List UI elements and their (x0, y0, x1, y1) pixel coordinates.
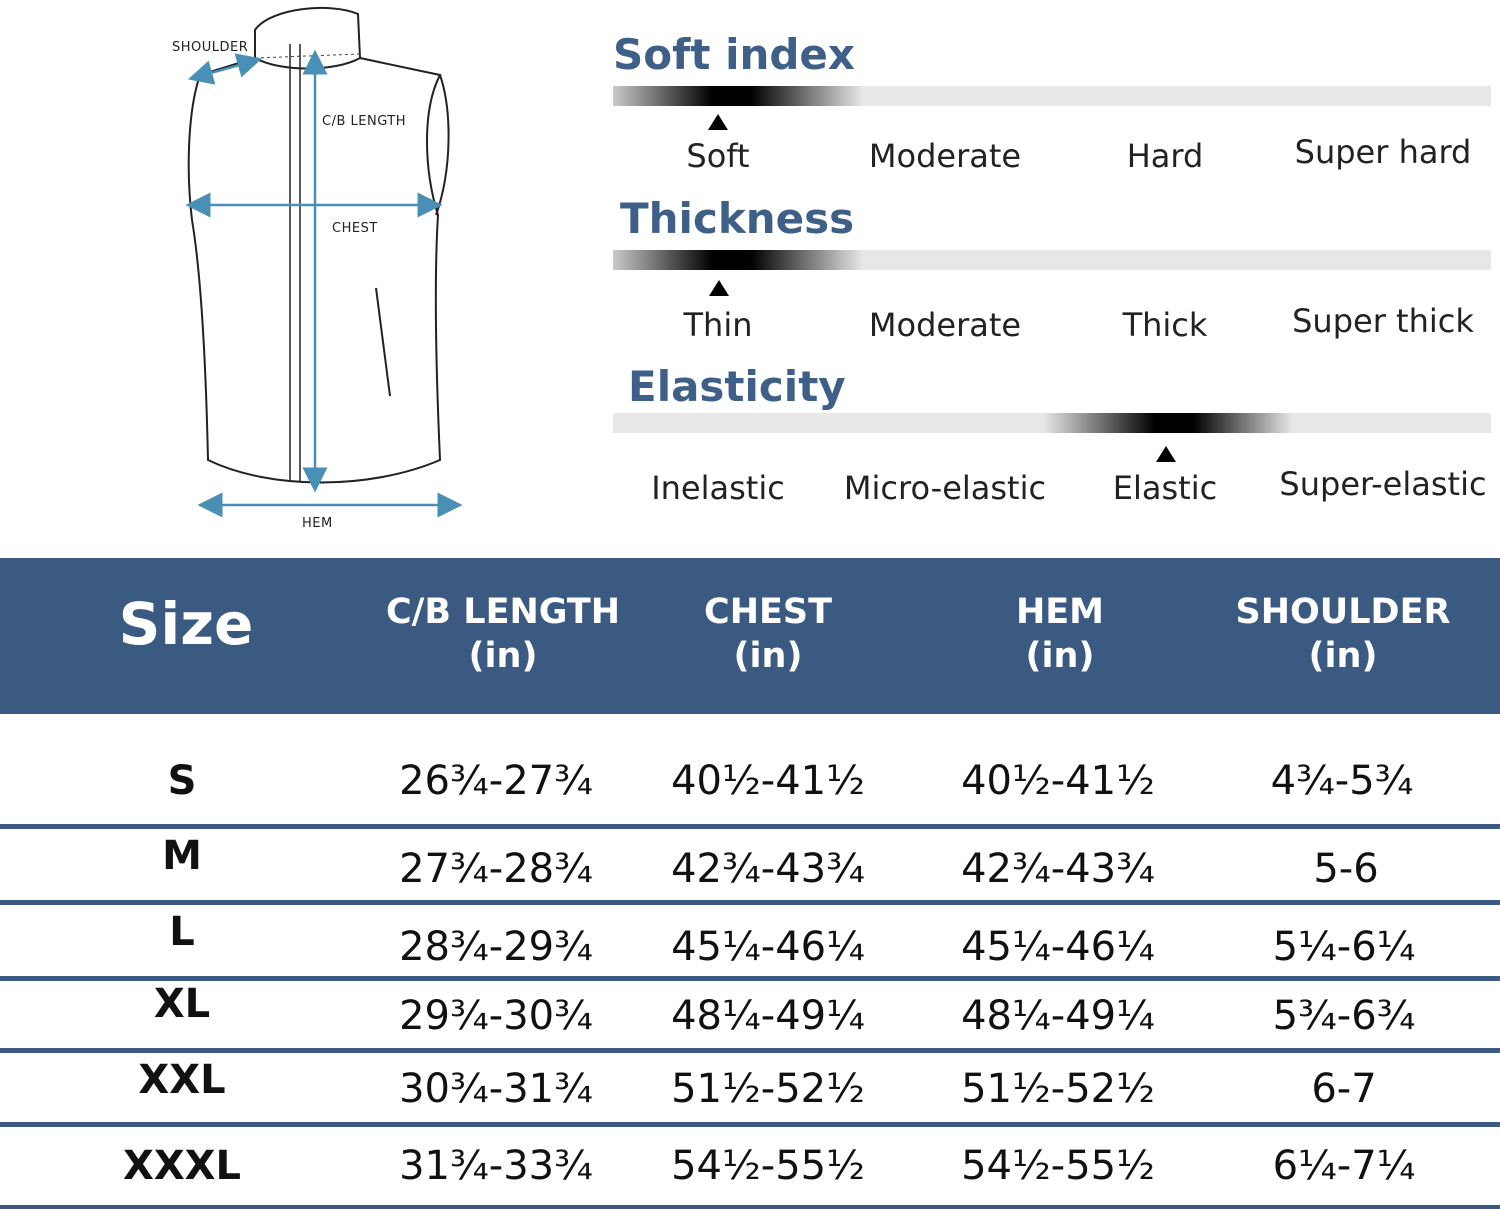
column-header-cb-length-unit: (in) (468, 636, 538, 676)
thickness-title: Thickness (620, 194, 855, 243)
row-divider (0, 976, 1500, 981)
column-header-shoulder-label: SHOULDER (1235, 592, 1451, 632)
column-header-chest-unit: (in) (733, 636, 803, 676)
row-divider (0, 1205, 1500, 1209)
hem-label: HEM (302, 516, 333, 531)
thickness-bar (613, 250, 1491, 270)
shoulder-cell: 6-7 (1311, 1066, 1377, 1112)
size-table-header: Size C/B LENGTH (in) CHEST (in) HEM (in)… (0, 558, 1500, 714)
table-row: S 26¾-27¾ 40½-41½ 40½-41½ 4¾-5¾ (0, 714, 1500, 829)
soft-index-option-super-hard: Super hard (1294, 133, 1472, 171)
soft-index-option-moderate: Moderate (868, 137, 1022, 175)
column-header-shoulder: SHOULDER (in) (1236, 590, 1451, 678)
chest-cell: 45¼-46¼ (671, 924, 865, 970)
thickness-option-moderate: Moderate (868, 306, 1022, 344)
column-header-shoulder-unit: (in) (1308, 636, 1378, 676)
row-divider (0, 900, 1500, 905)
thickness-option-thin: Thin (683, 306, 753, 344)
cb-length-cell: 27¾-28¾ (399, 846, 593, 892)
shoulder-cell: 6¼-7¼ (1272, 1143, 1416, 1189)
vest-diagram: SHOULDER C/B LENGTH CHEST HEM (160, 0, 480, 545)
elasticity-option-inelastic: Inelastic (651, 469, 785, 507)
column-header-chest-label: CHEST (704, 592, 832, 632)
hem-cell: 54½-55½ (961, 1143, 1155, 1189)
elasticity-marker-icon (1156, 446, 1176, 462)
row-divider (0, 1048, 1500, 1053)
column-header-cb-length: C/B LENGTH (in) (386, 590, 620, 678)
table-row: XXL 30¾-31¾ 51½-52½ 51½-52½ 6-7 (0, 1053, 1500, 1127)
cb-length-cell: 29¾-30¾ (399, 993, 593, 1039)
table-row: L 28¾-29¾ 45¼-46¼ 45¼-46¼ 5¼-6¼ (0, 905, 1500, 981)
size-cell: XL (153, 981, 211, 1027)
cb-length-cell: 26¾-27¾ (399, 758, 593, 804)
column-header-chest: CHEST (in) (704, 590, 832, 678)
chest-cell: 51½-52½ (671, 1066, 865, 1112)
soft-index-option-hard: Hard (1126, 137, 1204, 175)
table-row: XL 29¾-30¾ 48¼-49¼ 48¼-49¼ 5¾-6¾ (0, 981, 1500, 1053)
soft-index-marker-icon (708, 114, 728, 130)
thickness-option-thick: Thick (1122, 306, 1208, 344)
size-cell: S (167, 758, 197, 804)
row-divider (0, 1122, 1500, 1127)
column-header-size: Size (118, 590, 254, 658)
size-cell: M (162, 833, 202, 879)
shoulder-cell: 4¾-5¾ (1270, 758, 1414, 804)
column-header-hem: HEM (in) (1016, 590, 1104, 678)
hem-cell: 42¾-43¾ (961, 846, 1155, 892)
cb-length-cell: 30¾-31¾ (399, 1066, 593, 1112)
size-cell: XXXL (122, 1143, 242, 1189)
soft-index-option-soft: Soft (686, 137, 750, 175)
hem-cell: 40½-41½ (961, 758, 1155, 804)
cb-length-label: C/B LENGTH (322, 114, 407, 129)
shoulder-cell: 5¼-6¼ (1272, 924, 1416, 970)
elasticity-option-elastic: Elastic (1112, 469, 1218, 507)
chest-label: CHEST (332, 221, 378, 236)
chest-cell: 54½-55½ (671, 1143, 865, 1189)
thickness-option-super-thick: Super thick (1292, 302, 1474, 340)
table-row: XXXL 31¾-33¾ 54½-55½ 54½-55½ 6¼-7¼ (0, 1127, 1500, 1209)
cb-length-cell: 31¾-33¾ (399, 1143, 593, 1189)
column-header-hem-label: HEM (1015, 592, 1105, 632)
thickness-marker-icon (709, 280, 729, 296)
hem-cell: 45¼-46¼ (961, 924, 1155, 970)
elasticity-option-micro-elastic: Micro-elastic (843, 469, 1047, 507)
shoulder-cell: 5¾-6¾ (1272, 993, 1416, 1039)
hem-cell: 48¼-49¼ (961, 993, 1155, 1039)
elasticity-option-super-elastic: Super-elastic (1279, 465, 1487, 503)
soft-index-bar (613, 86, 1491, 106)
chest-cell: 42¾-43¾ (671, 846, 865, 892)
soft-index-title: Soft index (613, 30, 856, 79)
size-cell: L (169, 909, 195, 955)
row-divider (0, 824, 1500, 829)
cb-length-cell: 28¾-29¾ (399, 924, 593, 970)
chest-cell: 48¼-49¼ (671, 993, 865, 1039)
table-row: M 27¾-28¾ 42¾-43¾ 42¾-43¾ 5-6 (0, 829, 1500, 905)
hem-cell: 51½-52½ (961, 1066, 1155, 1112)
column-header-cb-length-label: C/B LENGTH (385, 592, 621, 632)
elasticity-bar (613, 413, 1491, 433)
shoulder-cell: 5-6 (1313, 846, 1379, 892)
elasticity-title: Elasticity (628, 362, 846, 411)
top-section: SHOULDER C/B LENGTH CHEST HEM Soft index… (0, 0, 1500, 558)
shoulder-label: SHOULDER (172, 40, 249, 55)
column-header-hem-unit: (in) (1025, 636, 1095, 676)
vest-outline-illustration (185, 6, 463, 518)
size-cell: XXL (138, 1057, 226, 1103)
chest-cell: 40½-41½ (671, 758, 865, 804)
